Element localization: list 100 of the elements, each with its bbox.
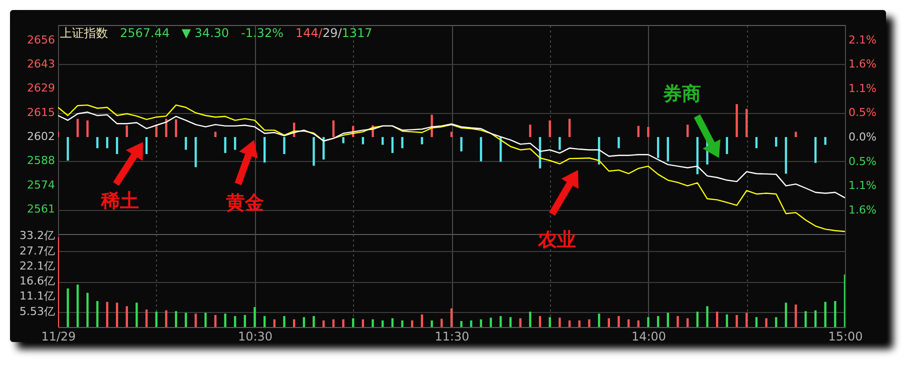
- bar: [174, 119, 178, 138]
- bar: [224, 137, 226, 153]
- bar: [755, 317, 758, 327]
- bar: [430, 320, 433, 327]
- bar: [568, 320, 571, 327]
- bar: [106, 302, 108, 327]
- bar: [420, 137, 424, 144]
- annotation: 农业: [538, 228, 576, 253]
- bar: [372, 319, 374, 327]
- annotation: 黄金: [226, 191, 264, 216]
- bar: [155, 312, 158, 327]
- y2-tick-label: 1.6%: [848, 58, 876, 71]
- bar: [746, 312, 748, 327]
- y2-tick-label: 1.1%: [848, 179, 876, 192]
- bar: [608, 318, 610, 327]
- bar: [342, 319, 344, 327]
- bar: [322, 320, 325, 327]
- bar: [529, 312, 532, 327]
- bar: [686, 124, 689, 138]
- y2-tick-label: 0.5%: [848, 155, 876, 168]
- bar: [145, 309, 148, 327]
- bar: [420, 314, 424, 327]
- bar: [519, 318, 522, 327]
- bar: [116, 302, 118, 327]
- bar: [293, 319, 296, 327]
- bar: [794, 304, 797, 327]
- bar: [362, 137, 364, 144]
- bar: [706, 306, 708, 327]
- bar: [194, 314, 197, 327]
- bar: [362, 319, 364, 327]
- bar: [656, 316, 660, 327]
- y-tick-label: 22.1亿: [20, 259, 55, 272]
- y-tick-label: 5.53亿: [20, 304, 55, 318]
- bar: [480, 319, 482, 327]
- bar: [736, 104, 738, 138]
- y-tick-label: 33.2亿: [20, 229, 55, 242]
- bar: [263, 316, 266, 327]
- x-tick-label: 14:00: [631, 330, 666, 344]
- bar: [66, 137, 69, 161]
- bar: [647, 317, 650, 327]
- bar: [401, 137, 404, 148]
- bar: [529, 124, 532, 138]
- annotation: 稀土: [101, 189, 139, 214]
- bar: [214, 314, 216, 327]
- bar: [775, 317, 778, 327]
- y-tick-label: 2574: [27, 178, 55, 192]
- bar: [411, 320, 414, 327]
- bar: [588, 319, 590, 327]
- bar: [647, 126, 650, 138]
- bar: [224, 314, 226, 327]
- bar: [500, 316, 502, 327]
- bar: [784, 302, 788, 327]
- x-tick-label: 11:30: [434, 330, 470, 344]
- y-tick-label: 11.1亿: [20, 290, 55, 303]
- bar: [627, 319, 630, 327]
- bar: [548, 120, 551, 138]
- bar: [184, 137, 187, 150]
- x-tick-label: 10:30: [238, 330, 273, 344]
- bar: [618, 137, 620, 148]
- bar: [332, 319, 335, 327]
- bar: [254, 307, 256, 327]
- bar: [726, 137, 728, 154]
- bar: [214, 132, 216, 138]
- bar: [696, 312, 699, 327]
- y-tick-label: 27.7亿: [20, 244, 55, 258]
- bar: [382, 320, 384, 327]
- bar: [578, 320, 580, 327]
- x-tick-label: 11/29: [41, 330, 76, 344]
- bar: [76, 118, 79, 138]
- bar: [106, 137, 108, 148]
- bar: [263, 137, 266, 163]
- bar: [174, 311, 178, 327]
- bar: [450, 308, 453, 327]
- bar: [234, 137, 236, 150]
- bar: [834, 301, 836, 327]
- y-tick-label: 2643: [27, 57, 55, 70]
- bar: [283, 316, 286, 327]
- y2-tick-label: 1.1%: [848, 82, 876, 96]
- y-tick-label: 2561: [27, 202, 55, 216]
- bar: [470, 320, 472, 327]
- bar: [814, 137, 817, 163]
- bar: [391, 318, 394, 327]
- bar: [136, 302, 138, 327]
- bar: [76, 284, 79, 327]
- bar: [794, 132, 797, 138]
- bar: [165, 118, 168, 138]
- bar: [391, 137, 394, 153]
- bar: [824, 302, 826, 327]
- bar: [86, 292, 89, 327]
- bar: [234, 316, 236, 327]
- bar: [116, 137, 118, 154]
- y-tick-label: 2656: [27, 33, 55, 46]
- y2-tick-label: 0.0%: [848, 130, 876, 144]
- bar: [824, 137, 826, 145]
- bar: [66, 288, 69, 327]
- bar: [165, 310, 168, 327]
- bar: [352, 318, 354, 327]
- bar: [204, 312, 207, 327]
- bar: [509, 317, 512, 327]
- y-tick-label: 2615: [27, 106, 55, 119]
